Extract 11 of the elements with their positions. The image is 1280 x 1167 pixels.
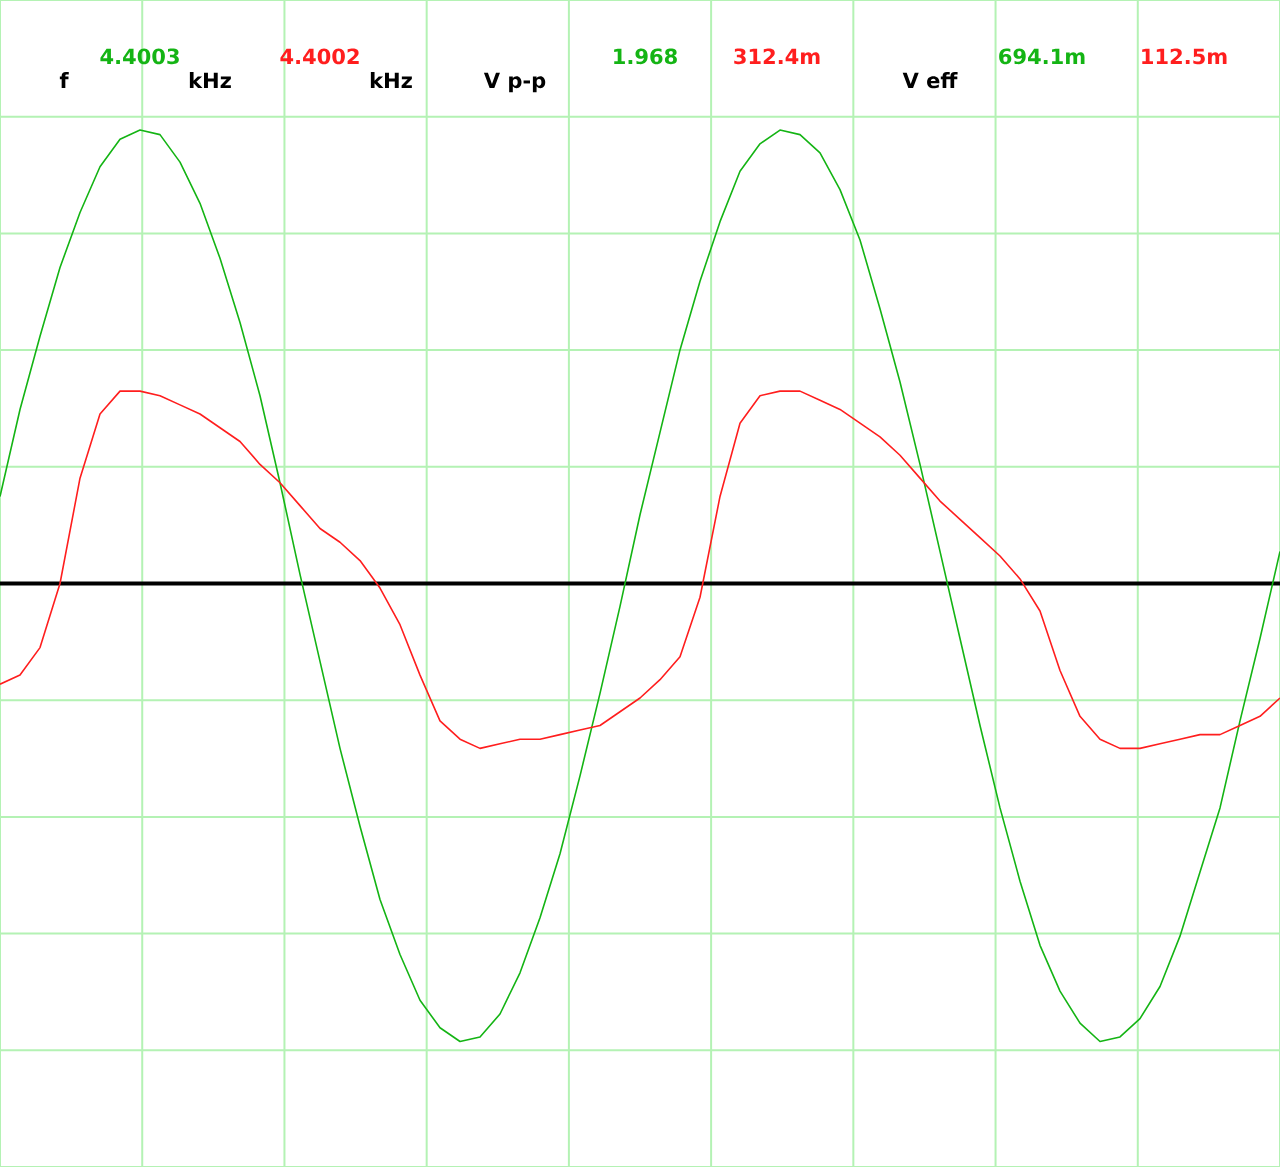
text: f — [59, 72, 69, 88]
text: V p-p — [483, 72, 546, 93]
text: kHz — [189, 72, 231, 88]
text: 312.4m — [734, 48, 820, 65]
text: 694.1m — [999, 48, 1085, 65]
text: V eff — [902, 72, 958, 89]
text: kHz — [370, 72, 412, 88]
text: 1.968 — [614, 48, 677, 65]
text: 112.5m — [1142, 48, 1227, 65]
text: 4.4002 — [280, 48, 359, 65]
text: 4.4003 — [100, 48, 179, 65]
